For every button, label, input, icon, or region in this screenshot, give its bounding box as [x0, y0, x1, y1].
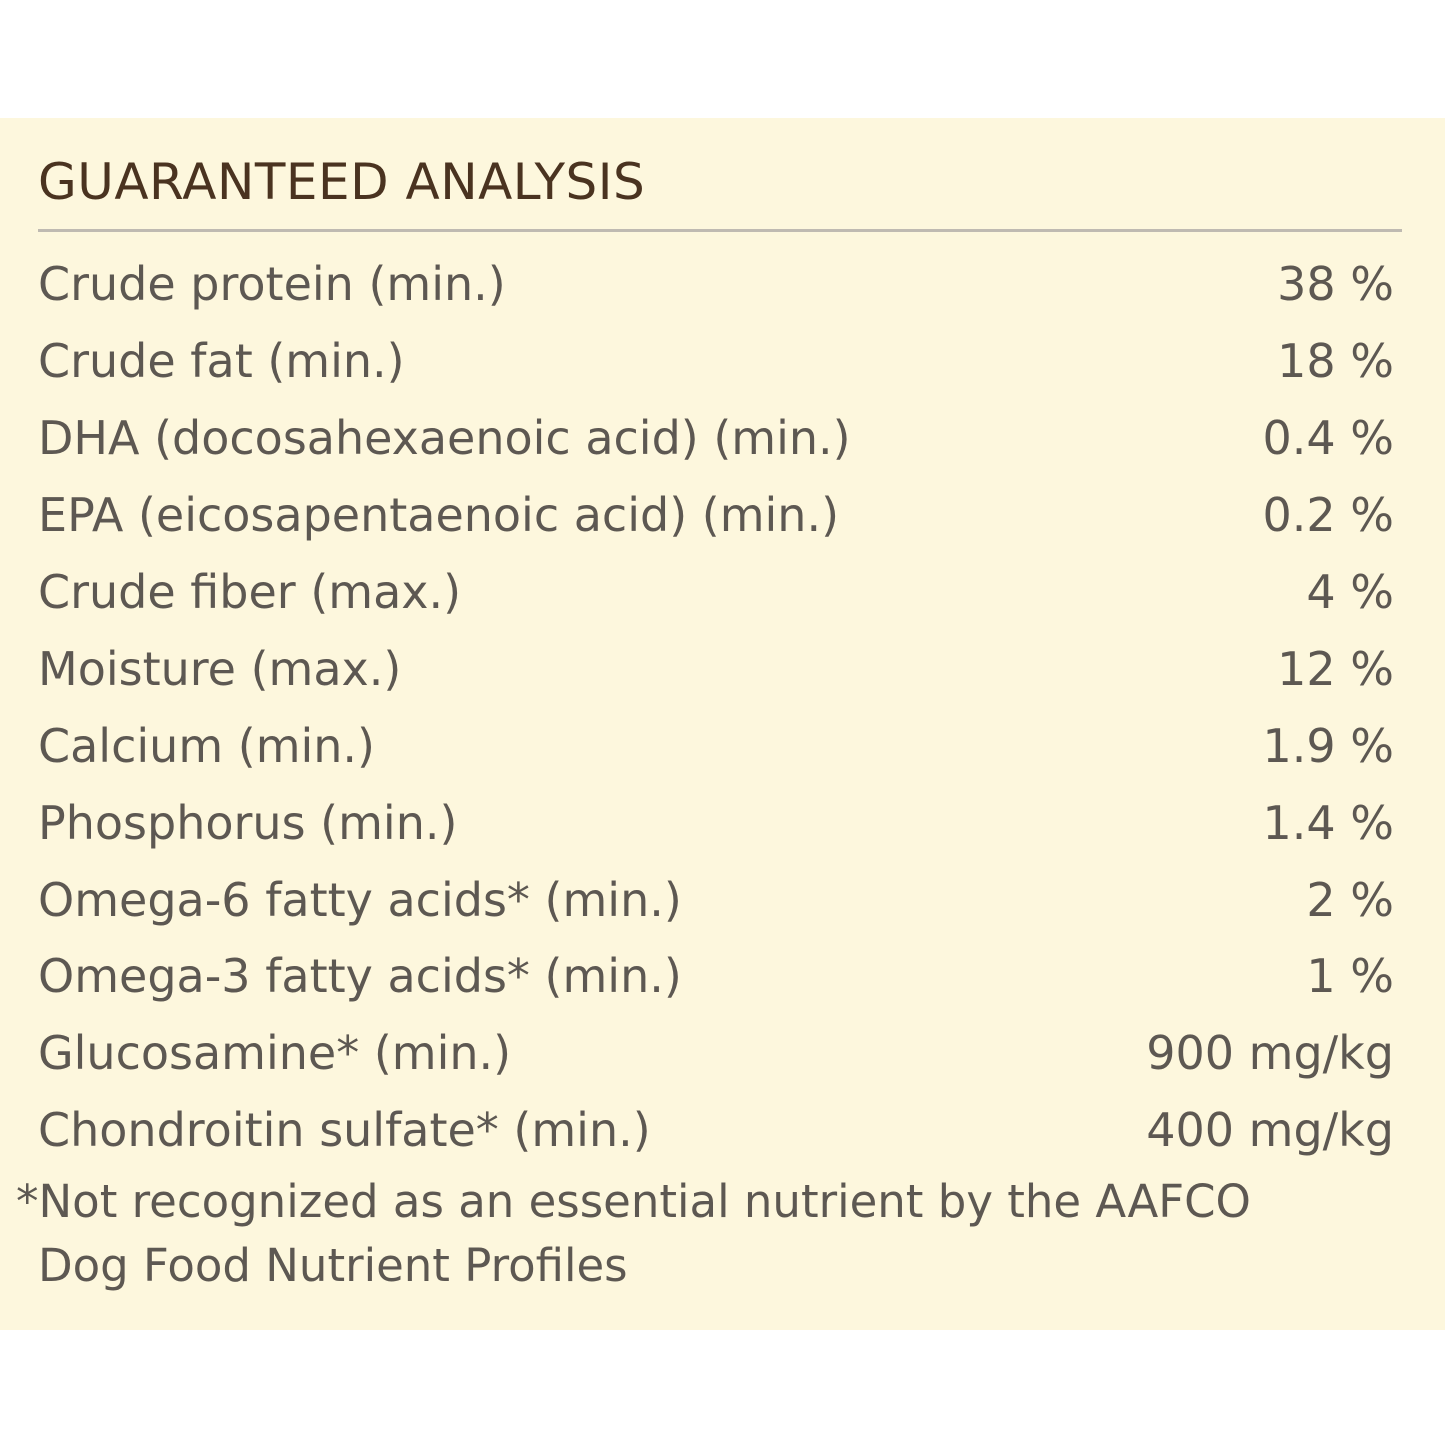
- row-label: Glucosamine* (min.): [38, 1026, 512, 1081]
- footnote-line-1: *Not recognized as an essential nutrient…: [16, 1175, 1251, 1228]
- table-row: Crude fat (min.) 18 %: [38, 323, 1394, 400]
- row-label: Moisture (max.): [38, 641, 402, 696]
- table-row: Glucosamine* (min.) 900 mg/kg: [38, 1015, 1394, 1092]
- row-label: Crude fat (min.): [38, 334, 405, 389]
- table-row: EPA (eicosapentaenoic acid) (min.) 0.2 %: [38, 477, 1394, 554]
- row-label: Chondroitin sulfate* (min.): [38, 1103, 651, 1158]
- analysis-panel: [0, 118, 1445, 1330]
- footnote-line-2: Dog Food Nutrient Profiles: [38, 1239, 628, 1292]
- row-value: 1.4 %: [1262, 795, 1395, 850]
- row-value: 18 %: [1277, 334, 1394, 389]
- table-row: Chondroitin sulfate* (min.) 400 mg/kg: [38, 1092, 1394, 1169]
- row-value: 0.2 %: [1262, 488, 1395, 543]
- row-value: 38 %: [1277, 257, 1394, 312]
- row-label: DHA (docosahexaenoic acid) (min.): [38, 411, 851, 466]
- row-value: 12 %: [1277, 641, 1394, 696]
- row-value: 1 %: [1306, 949, 1394, 1004]
- table-row: Crude protein (min.) 38 %: [38, 246, 1394, 323]
- title-divider: [38, 229, 1402, 232]
- row-value: 900 mg/kg: [1146, 1026, 1394, 1081]
- table-row: Crude fiber (max.) 4 %: [38, 554, 1394, 631]
- table-row: Phosphorus (min.) 1.4 %: [38, 784, 1394, 861]
- row-label: Crude protein (min.): [38, 257, 506, 312]
- row-label: Omega-6 fatty acids* (min.): [38, 872, 682, 927]
- analysis-table: Crude protein (min.) 38 % Crude fat (min…: [38, 246, 1394, 1169]
- row-value: 1.9 %: [1262, 718, 1395, 773]
- table-row: Moisture (max.) 12 %: [38, 630, 1394, 707]
- row-value: 400 mg/kg: [1146, 1103, 1394, 1158]
- table-row: DHA (docosahexaenoic acid) (min.) 0.4 %: [38, 400, 1394, 477]
- table-row: Calcium (min.) 1.9 %: [38, 707, 1394, 784]
- row-value: 0.4 %: [1262, 411, 1395, 466]
- row-label: Crude fiber (max.): [38, 565, 462, 619]
- row-label: EPA (eicosapentaenoic acid) (min.): [38, 488, 840, 543]
- row-label: Calcium (min.): [38, 718, 376, 773]
- row-label: Phosphorus (min.): [38, 795, 458, 850]
- row-label: Omega-3 fatty acids* (min.): [38, 949, 682, 1004]
- row-value: 4 %: [1306, 565, 1394, 619]
- footnote: *Not recognized as an essential nutrient…: [16, 1170, 1396, 1298]
- table-row: Omega-3 fatty acids* (min.) 1 %: [38, 938, 1394, 1015]
- table-row: Omega-6 fatty acids* (min.) 2 %: [38, 861, 1394, 938]
- row-value: 2 %: [1306, 872, 1394, 927]
- page-title: GUARANTEED ANALYSIS: [38, 153, 646, 211]
